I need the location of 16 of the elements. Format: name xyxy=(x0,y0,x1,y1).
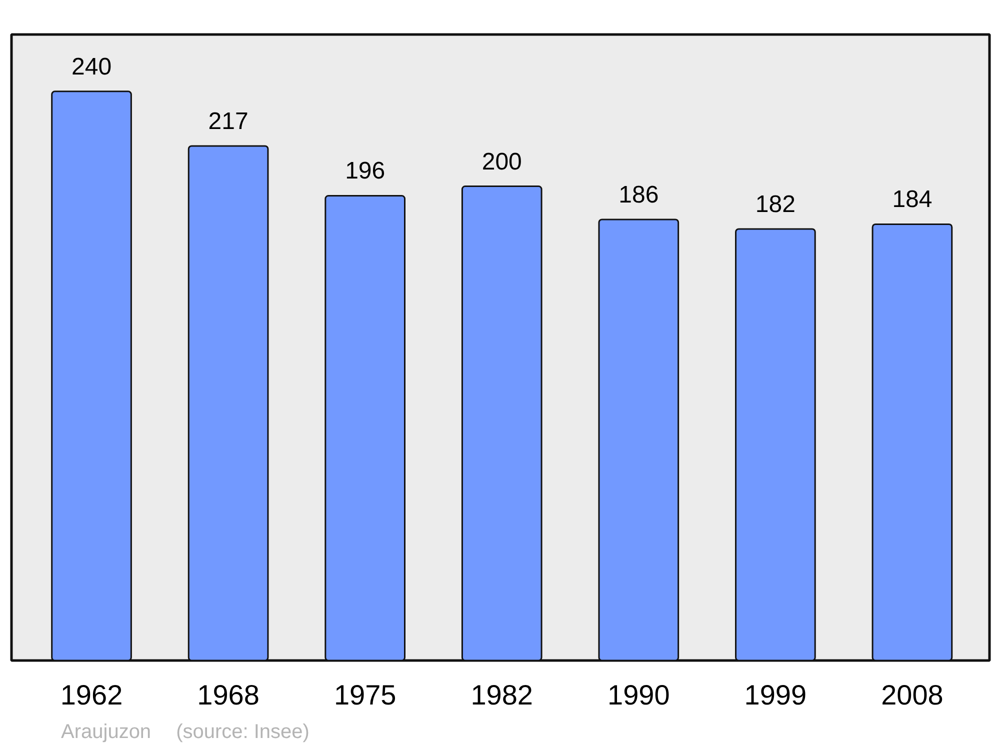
data-label: 217 xyxy=(208,108,248,135)
data-label: 240 xyxy=(71,53,112,80)
text: Araujuzon xyxy=(61,721,152,743)
x-tick-label: 2008 xyxy=(881,680,944,710)
x-tick-label: 1990 xyxy=(608,680,670,710)
x-tick-label: 1999 xyxy=(744,680,807,710)
x-tick-label: 1982 xyxy=(470,680,534,710)
data-label: 196 xyxy=(345,158,386,185)
x-tick-label: 1968 xyxy=(197,680,260,710)
x-tick-label: 1975 xyxy=(334,680,396,710)
data-label: 200 xyxy=(482,148,522,176)
data-label: 184 xyxy=(892,186,932,214)
text: (source: Insee) xyxy=(176,721,310,743)
data-label: 182 xyxy=(755,190,796,218)
data-label: 186 xyxy=(618,181,659,208)
x-tick-label: 1962 xyxy=(60,680,123,710)
